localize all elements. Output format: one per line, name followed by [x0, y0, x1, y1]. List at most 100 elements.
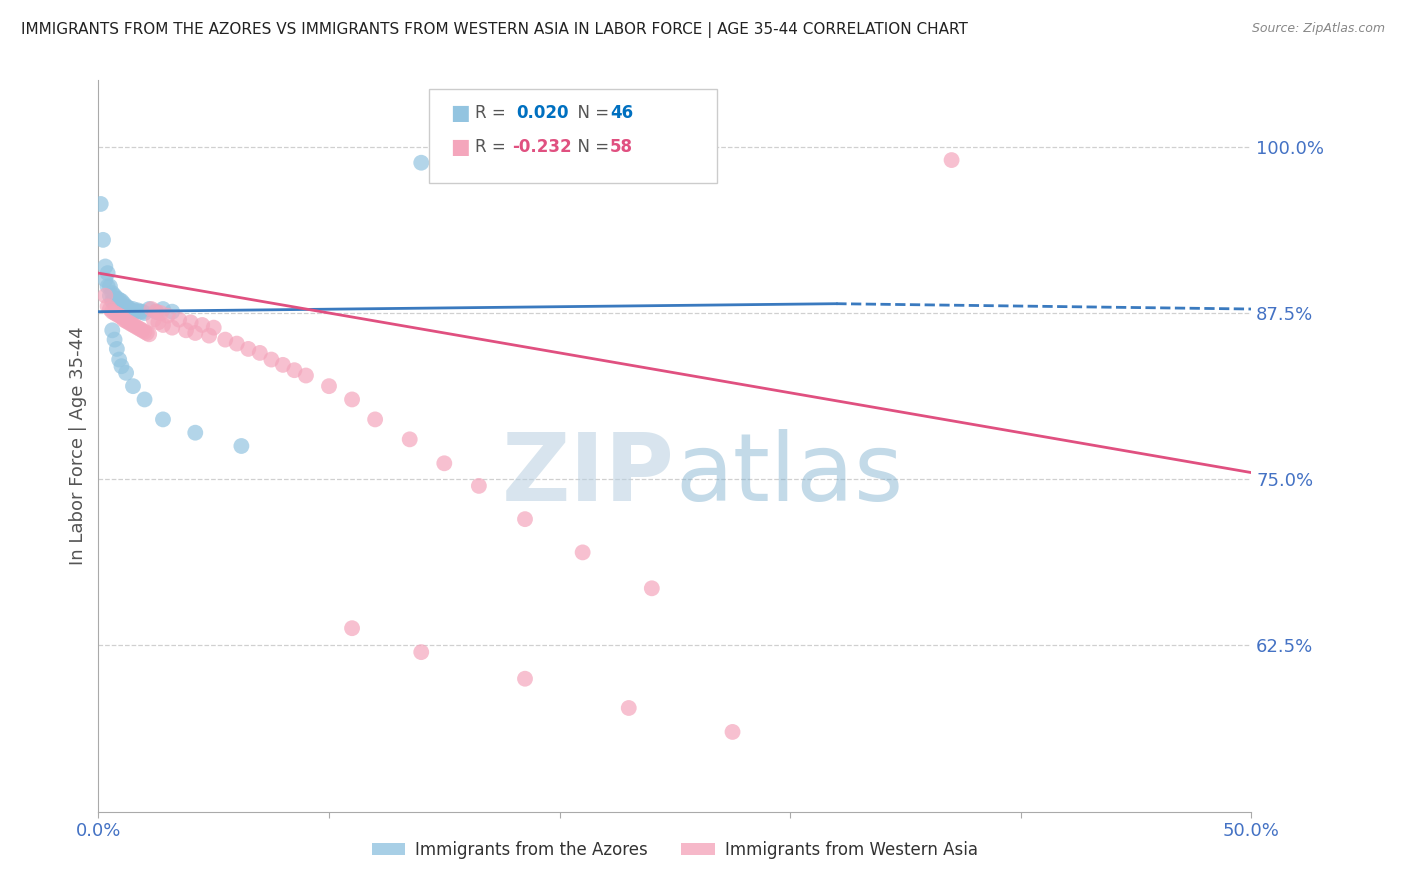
Point	[641, 582, 664, 596]
Point	[122, 318, 145, 332]
Point	[98, 301, 121, 316]
Text: 0.020: 0.020	[516, 104, 568, 122]
Point	[105, 299, 128, 313]
Point	[238, 342, 260, 356]
Point	[152, 301, 174, 316]
Point	[513, 512, 536, 526]
Point	[108, 309, 131, 323]
Point	[174, 323, 197, 337]
Point	[103, 333, 125, 347]
Point	[90, 197, 112, 211]
Point	[127, 303, 149, 318]
Point	[103, 289, 125, 303]
Point	[134, 306, 156, 320]
Point	[184, 425, 207, 440]
Text: N =: N =	[567, 104, 614, 122]
Point	[156, 309, 179, 323]
Point	[202, 320, 225, 334]
Point	[142, 312, 165, 326]
Text: ZIP: ZIP	[502, 429, 675, 521]
Point	[271, 358, 294, 372]
Point	[98, 279, 121, 293]
Point	[112, 296, 135, 310]
Point	[617, 701, 640, 715]
Point	[124, 319, 146, 334]
Point	[108, 293, 131, 307]
Point	[105, 292, 128, 306]
Point	[433, 456, 456, 470]
Point	[198, 328, 221, 343]
Point	[120, 317, 142, 331]
Point	[105, 342, 128, 356]
Point	[152, 318, 174, 332]
Point	[105, 307, 128, 321]
Point	[134, 325, 156, 339]
Point	[160, 304, 183, 318]
Text: Source: ZipAtlas.com: Source: ZipAtlas.com	[1251, 22, 1385, 36]
Point	[138, 301, 160, 316]
Point	[141, 301, 163, 316]
Point	[180, 315, 202, 329]
Point	[115, 366, 138, 380]
Point	[94, 289, 117, 303]
Point	[135, 326, 157, 340]
Point	[122, 379, 145, 393]
Point	[364, 412, 387, 426]
Point	[120, 303, 142, 318]
Point	[110, 293, 132, 308]
Point	[145, 304, 167, 318]
Point	[134, 392, 156, 407]
Text: 46: 46	[610, 104, 633, 122]
Text: N =: N =	[567, 138, 614, 156]
Point	[97, 299, 120, 313]
Point	[513, 672, 536, 686]
Point	[249, 346, 271, 360]
Point	[148, 315, 170, 329]
Point	[184, 326, 207, 340]
Point	[110, 310, 132, 324]
Point	[149, 306, 172, 320]
Point	[115, 299, 138, 313]
Point	[110, 301, 132, 316]
Point	[571, 545, 593, 559]
Point	[131, 304, 153, 318]
Point	[260, 352, 283, 367]
Point	[129, 322, 152, 336]
Point	[115, 314, 138, 328]
Text: R =: R =	[475, 104, 512, 122]
Point	[131, 323, 153, 337]
Point	[101, 304, 124, 318]
Point	[138, 327, 160, 342]
Point	[225, 336, 247, 351]
Point	[941, 153, 963, 167]
Point	[145, 304, 167, 318]
Point	[103, 296, 125, 310]
Point	[398, 433, 420, 447]
Point	[112, 303, 135, 318]
Point	[108, 352, 131, 367]
Text: ■: ■	[450, 137, 470, 157]
Point	[115, 304, 138, 318]
Point	[295, 368, 318, 383]
Point	[94, 273, 117, 287]
Point	[318, 379, 340, 393]
Point	[101, 286, 124, 301]
Text: ■: ■	[450, 103, 470, 123]
Point	[160, 320, 183, 334]
Point	[152, 412, 174, 426]
Y-axis label: In Labor Force | Age 35-44: In Labor Force | Age 35-44	[69, 326, 87, 566]
Text: R =: R =	[475, 138, 512, 156]
Point	[231, 439, 253, 453]
Point	[340, 621, 363, 635]
Point	[214, 333, 236, 347]
Point	[468, 479, 491, 493]
Point	[283, 363, 305, 377]
Point	[191, 318, 214, 332]
Point	[117, 301, 139, 315]
Point	[411, 645, 433, 659]
Text: -0.232: -0.232	[512, 138, 571, 156]
Point	[101, 323, 124, 337]
Point	[167, 312, 190, 326]
Point	[110, 359, 132, 374]
Point	[112, 312, 135, 326]
